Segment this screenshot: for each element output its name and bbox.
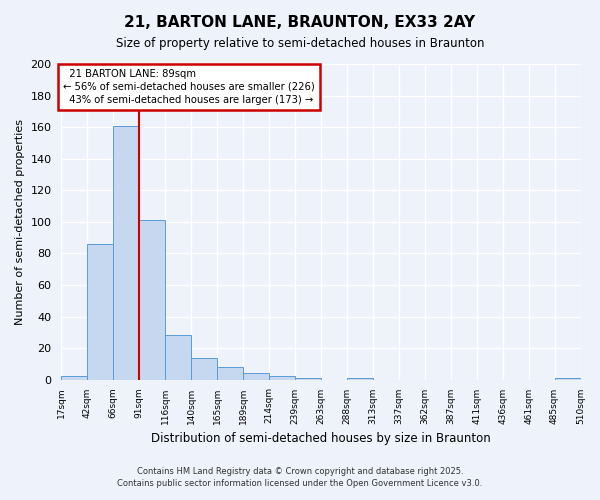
Bar (165, 336, 191, 380)
Text: 21, BARTON LANE, BRAUNTON, EX33 2AY: 21, BARTON LANE, BRAUNTON, EX33 2AY (124, 15, 476, 30)
Bar (554, 378, 581, 380)
Y-axis label: Number of semi-detached properties: Number of semi-detached properties (15, 119, 25, 325)
Bar (61, 376, 88, 380)
X-axis label: Distribution of semi-detached houses by size in Braunton: Distribution of semi-detached houses by … (151, 432, 491, 445)
Bar (295, 378, 321, 380)
Bar (269, 376, 295, 380)
Text: Size of property relative to semi-detached houses in Braunton: Size of property relative to semi-detach… (116, 38, 484, 51)
Bar (347, 378, 373, 380)
Text: 21 BARTON LANE: 89sqm
← 56% of semi-detached houses are smaller (226)
  43% of s: 21 BARTON LANE: 89sqm ← 56% of semi-deta… (64, 68, 315, 105)
Bar (243, 374, 269, 380)
Bar (139, 220, 165, 380)
Bar (113, 126, 139, 380)
Bar (191, 358, 217, 380)
Bar (88, 244, 113, 380)
Bar (217, 367, 243, 380)
Text: Contains HM Land Registry data © Crown copyright and database right 2025.
Contai: Contains HM Land Registry data © Crown c… (118, 466, 482, 487)
